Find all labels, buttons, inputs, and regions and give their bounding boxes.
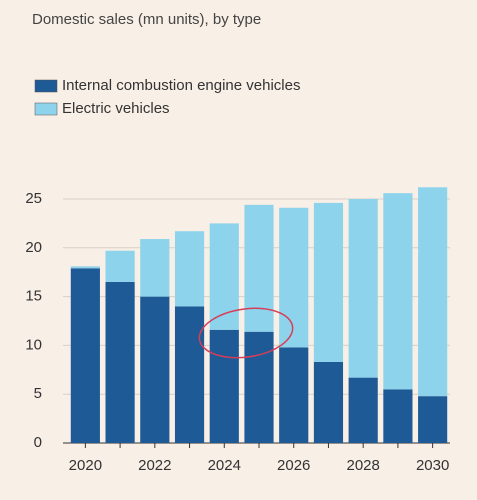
bar-segment (70, 266, 100, 269)
bar-segment (244, 204, 274, 332)
plot: Internal combustion engine vehicles Elect… (25, 77, 450, 474)
annotation-circle (198, 307, 294, 359)
bar-segment (244, 331, 274, 443)
bar-segment (418, 396, 448, 443)
y-tick-label: 0 (34, 434, 42, 451)
bar-segment (70, 268, 100, 443)
bar-segment (105, 281, 135, 443)
bar-segment (348, 199, 378, 378)
bar-segment (383, 193, 413, 390)
bar-segment (313, 361, 344, 443)
x-tick-label: 2024 (208, 457, 241, 474)
y-tick-label: 10 (25, 336, 42, 353)
bar-segment (174, 231, 205, 307)
y-tick-label: 25 (25, 190, 42, 207)
bar-segment (105, 250, 135, 282)
x-tick-label: 2028 (346, 457, 379, 474)
bar-segment (140, 239, 170, 297)
y-tick-label: 20 (25, 239, 42, 256)
y-tick-label: 5 (34, 385, 42, 402)
bar-segment (383, 389, 413, 443)
bar-segment (209, 223, 239, 330)
x-tick-label: 2020 (69, 457, 102, 474)
bar-segment (279, 207, 309, 348)
bar-segment (174, 306, 205, 443)
legend-swatch (34, 102, 58, 116)
bar-segment (279, 347, 309, 443)
bar-segment (418, 187, 448, 397)
x-tick-label: 2026 (277, 457, 310, 474)
bar-segment (140, 296, 170, 443)
x-tick-label: 2022 (138, 457, 171, 474)
bar-segment (313, 202, 344, 362)
bar-segment (209, 329, 239, 443)
chart-title: Domestic sales (mn units), by type (32, 11, 261, 28)
y-tick-label: 15 (25, 288, 42, 305)
legend-swatch (34, 79, 58, 93)
legend-label: Electric vehicles (62, 100, 170, 117)
bar-segment (348, 377, 378, 443)
x-tick-label: 2030 (416, 457, 449, 474)
legend-label: Internal combustion engine vehicles (62, 77, 300, 94)
